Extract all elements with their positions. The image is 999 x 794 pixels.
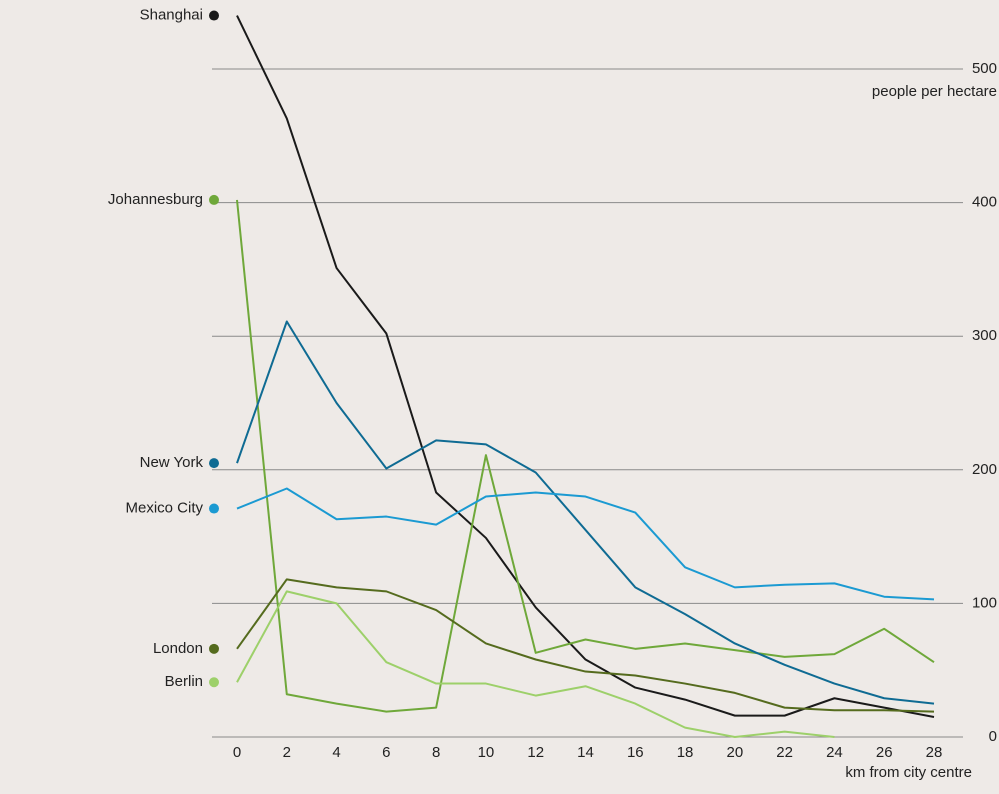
y-tick-label: 400: [972, 194, 997, 211]
series-line: [236, 590, 835, 738]
x-tick-label: 16: [627, 744, 644, 761]
x-tick-label: 8: [432, 744, 440, 761]
x-tick-label: 14: [577, 744, 594, 761]
x-tick-label: 4: [332, 744, 340, 761]
x-axis-label: km from city centre: [845, 764, 972, 781]
x-tick-label: 6: [382, 744, 390, 761]
legend-marker: [209, 677, 219, 688]
x-tick-label: 26: [876, 744, 893, 761]
y-tick-label: 200: [972, 461, 997, 478]
series-line: [236, 320, 935, 705]
y-tick-label: 300: [972, 327, 997, 344]
x-tick-label: 18: [677, 744, 694, 761]
x-tick-label: 2: [283, 744, 291, 761]
x-tick-label: 22: [776, 744, 793, 761]
x-tick-label: 20: [727, 744, 744, 761]
series-line: [236, 15, 935, 718]
legend-label: Johannesburg: [108, 191, 203, 208]
legend-label: New York: [140, 454, 204, 471]
legend-marker: [209, 503, 219, 514]
series-line: [236, 199, 935, 713]
legend-label: Mexico City: [125, 500, 203, 517]
x-tick-label: 28: [926, 744, 943, 761]
legend-marker: [209, 643, 219, 654]
series-line: [236, 578, 935, 713]
x-tick-label: 0: [233, 744, 241, 761]
legend-label: Berlin: [165, 673, 203, 690]
legend-marker: [209, 194, 219, 205]
y-tick-label: 100: [972, 594, 997, 611]
x-tick-label: 24: [826, 744, 843, 761]
legend-marker: [209, 458, 219, 469]
legend-label: Shanghai: [140, 7, 203, 24]
x-tick-label: 10: [478, 744, 495, 761]
legend-label: London: [153, 640, 203, 657]
y-tick-label: 0: [989, 728, 997, 745]
y-tick-label: 500: [972, 60, 997, 77]
series-line: [236, 487, 935, 601]
y-axis-label: people per hectare: [872, 83, 997, 100]
x-tick-label: 12: [527, 744, 544, 761]
legend-marker: [209, 10, 219, 21]
